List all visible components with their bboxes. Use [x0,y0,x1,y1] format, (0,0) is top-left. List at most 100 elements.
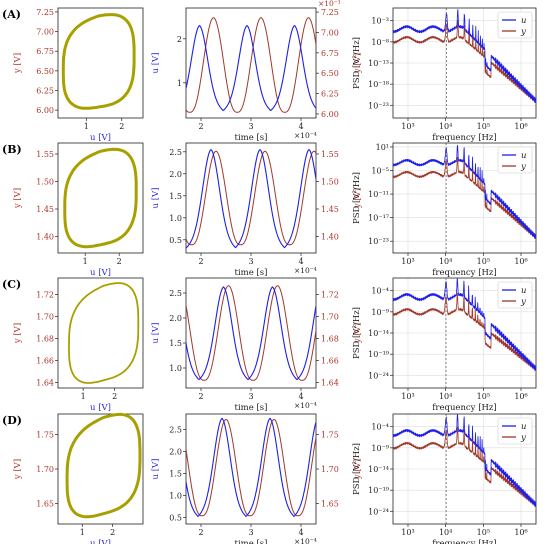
y-tick-label: 7.25 [321,8,339,17]
panel-label: (B) [2,143,22,156]
y-tick-label: 7.25 [36,8,54,17]
x-tick-label: 10⁵ [477,257,490,266]
y-axis-label: y [V] [13,188,23,209]
x-tick-label: 2 [198,257,203,266]
y-tick-label: 1.68 [321,335,339,344]
x-axis-label: u [V] [90,268,111,278]
x-axis-label: frequency [Hz] [432,268,496,278]
x-tick-label: 10⁶ [514,392,527,401]
u-axis-label: u [V] [151,459,161,480]
y-tick-label: 1.68 [36,335,54,344]
y-tick-label: 6.00 [321,110,339,119]
x-axis-label: frequency [Hz] [432,133,496,143]
u-tick-label: 1.0 [169,364,182,373]
y-tick-label: 10⁻¹⁷ [368,214,389,223]
x-tick-label: 4 [298,257,303,266]
y-tick-label: 1.70 [321,313,339,322]
y-tick-label: 6.25 [36,87,54,96]
u-axis-label: u [V] [151,323,161,344]
legend-box [497,11,533,39]
y-tick-label: 1.75 [321,431,339,440]
x-axis-label: u [V] [90,133,111,143]
y-psd-line [393,426,536,507]
y-tick-label: 10⁻¹¹ [368,190,389,199]
y-series-line [186,418,316,517]
x-axis-label: frequency [Hz] [432,539,496,544]
u-tick-label: 1 [177,79,182,88]
y-tick-label: 10⁻⁵ [371,167,389,176]
x-tick-label: 1 [83,257,88,266]
x-tick-label: 10⁶ [514,122,527,131]
x-tick-label: 10⁵ [477,528,490,537]
y-axis-label: PSD [V²/Hz] [352,443,362,495]
x-tick-label: 10⁴ [439,392,452,401]
y-tick-label: 6.75 [36,47,54,56]
y-tick-label: 10⁻⁹ [371,308,389,317]
x-tick-label: 2 [198,528,203,537]
y-tick-label: 6.25 [321,90,339,99]
y-tick-label: 1.75 [36,431,54,440]
legend-u-label: u [521,151,526,161]
u-series-line [186,24,316,111]
x-tick-label: 4 [298,528,303,537]
legend-box [497,417,533,445]
time-multiplier: ×10⁻⁴ [294,401,317,410]
y-axis-label: y [V] [13,323,23,344]
y-axis-label: PSD [V²/Hz] [352,307,362,359]
x-tick-label: 1 [84,122,89,131]
x-tick-label: 10³ [401,392,414,401]
y-tick-label: 10⁻¹⁸ [368,80,389,89]
x-tick-label: 3 [248,392,253,401]
x-axis-label: time [s] [235,403,268,413]
y-tick-label: 1.70 [36,313,54,322]
y-tick-label: 1.40 [321,233,339,242]
y-tick-label: 1.72 [36,291,54,300]
x-tick-label: 2 [117,257,122,266]
u-tick-label: 1.5 [169,192,182,201]
panel-label: (A) [2,8,21,21]
y-axis-label: y [V] [13,459,23,480]
y-axis-label: y [V] [353,188,363,209]
y-tick-label: 6.00 [36,106,54,115]
y-tick-label: 6.50 [321,69,339,78]
x-tick-label: 10³ [401,122,414,131]
y-tick-label: 10⁻¹⁴ [368,329,389,338]
x-tick-label: 3 [248,528,253,537]
y-tick-label: 1.72 [321,291,339,300]
time-multiplier: ×10⁻⁴ [294,537,317,544]
u-tick-label: 2 [177,35,182,44]
y-psd-line [393,292,536,371]
x-tick-label: 1 [81,392,86,401]
x-tick-label: 10⁶ [514,528,527,537]
x-tick-label: 3 [248,122,253,131]
phase-orbit [68,282,140,384]
y-axis-label: y [V] [353,53,363,74]
panel-label: (C) [2,278,21,291]
u-series-line [186,148,316,249]
u-tick-label: 2.5 [169,425,182,434]
x-axis-label: u [V] [90,403,111,413]
u-tick-label: 1.0 [169,214,182,223]
u-tick-label: 0.5 [169,513,182,522]
y-tick-label: 6.50 [36,67,54,76]
y-tick-label: 1.64 [36,379,54,388]
phase-plot-frame [57,7,144,119]
y-tick-label: 10⁻¹³ [368,59,389,68]
y-tick-label: 1.66 [321,357,339,366]
y-tick-label: 1.50 [36,178,54,187]
y-tick-label: 1.70 [321,465,339,474]
legend-u-label: u [521,16,526,26]
x-tick-label: 2 [112,392,117,401]
u-psd-line [393,414,536,507]
y-tick-label: 10⁻²³ [368,101,389,110]
y-tick-label: 10⁻¹⁹ [368,350,390,359]
y-tick-label: 6.75 [321,49,339,58]
y-axis-label: PSD [V²/Hz] [352,37,362,89]
y-tick-label: 10⁻⁴ [371,423,389,432]
u-tick-label: 2.5 [169,148,182,157]
y-tick-label: 7.00 [36,28,54,37]
u-tick-label: 1.5 [169,339,182,348]
legend-u-label: u [521,422,526,432]
u-axis-label: u [V] [151,53,161,74]
psd-plot-frame [392,142,537,254]
